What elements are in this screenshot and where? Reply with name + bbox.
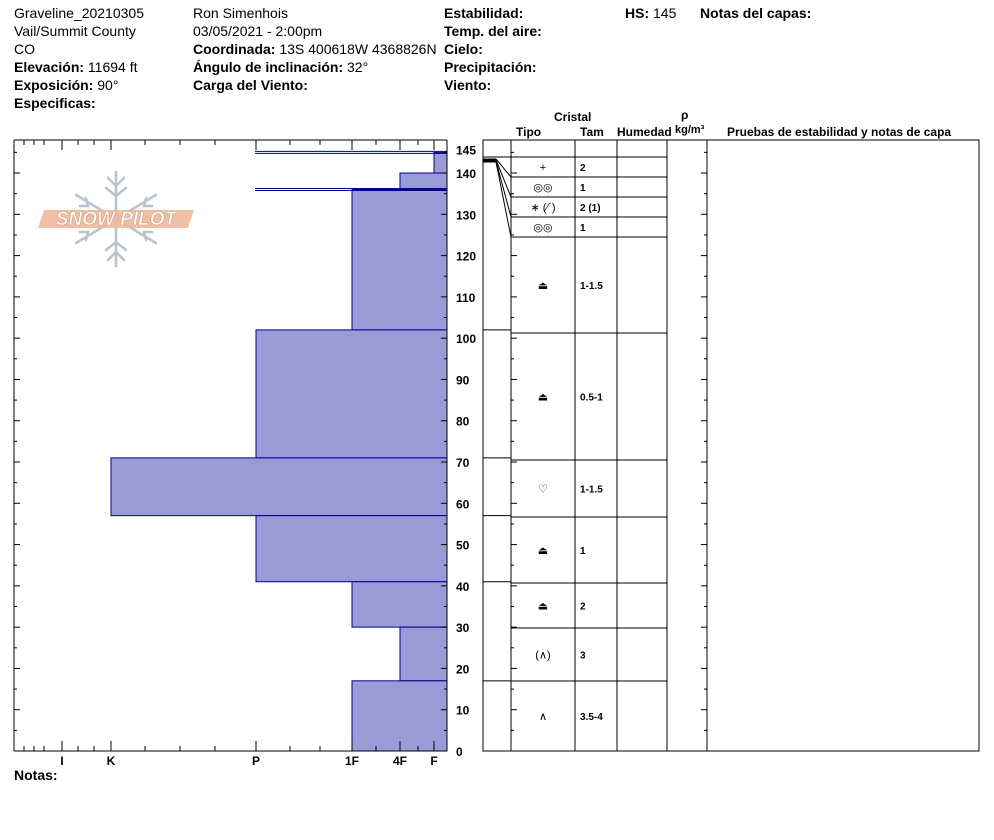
- hardness-bar-5: [255, 515, 448, 583]
- crystal-size-2: 2 (1): [580, 203, 601, 214]
- crystal-size-10: 3.5-4: [580, 712, 603, 723]
- crystal-size-6: 1-1.5: [580, 485, 603, 496]
- stability-label: Estabilidad:: [444, 5, 524, 21]
- moisture-header: Humedad: [617, 125, 672, 139]
- connector-b-4: [495, 161, 512, 238]
- height-label-40: 40: [456, 580, 470, 594]
- table-frame: [482, 139, 980, 752]
- height-label-0: 0: [456, 745, 463, 759]
- site-name: Graveline_20210305: [14, 5, 144, 21]
- crystal-header: Cristal: [554, 110, 592, 124]
- sky-label: Cielo:: [444, 41, 483, 57]
- wind-load-label: Carga del Viento:: [193, 77, 308, 93]
- coordinates-label: Coordinada:: [193, 41, 276, 57]
- exposure-label: Exposición:: [14, 77, 94, 93]
- height-label-110: 110: [456, 291, 476, 305]
- elevation-label: Elevación:: [14, 59, 85, 75]
- crystal-type-2: ∗ (⁄´): [530, 202, 555, 214]
- coordinates-value: 13S 400618W 4368826N: [279, 41, 437, 57]
- hs-value: 145: [653, 5, 677, 21]
- crystal-size-0: 2: [580, 163, 586, 174]
- height-label-80: 80: [456, 415, 470, 429]
- height-label-140: 140: [456, 167, 476, 181]
- height-label-50: 50: [456, 539, 470, 553]
- wind-label: Viento:: [444, 77, 492, 93]
- layer-notes-label: Notas del capas:: [700, 5, 812, 21]
- connector-b-2: [495, 159, 512, 198]
- hardness-label-I: I: [60, 754, 63, 768]
- snowpilot-logo: SNOW PILOT: [38, 170, 194, 268]
- hardness-label-4F: 4F: [393, 754, 407, 768]
- air-temp-label: Temp. del aire:: [444, 23, 542, 39]
- crystal-type-5: ⏏: [538, 392, 548, 404]
- exposure: Exposición: 90°: [14, 76, 118, 94]
- hardness-bar-8: [351, 680, 448, 752]
- height-label-130: 130: [456, 208, 476, 222]
- crystal-type-10: ∧: [539, 711, 547, 723]
- crystal-size-5: 0.5-1: [580, 393, 603, 404]
- precip-label: Precipitación:: [444, 59, 537, 75]
- crystal-type-1: ◎◎: [533, 182, 552, 194]
- hardness-bar-1: [399, 172, 448, 191]
- hardness-label-K: K: [107, 754, 116, 768]
- crystal-type-3: ◎◎: [533, 222, 552, 234]
- crystal-type-9: (∧): [535, 650, 550, 662]
- exposure-value: 90°: [97, 77, 119, 93]
- hardness-label-1F: 1F: [345, 754, 359, 768]
- height-label-60: 60: [456, 497, 470, 511]
- rho-header: ρ: [681, 108, 689, 122]
- crystal-size-9: 3: [580, 651, 586, 662]
- notes-label: Notas:: [14, 767, 58, 783]
- datetime: 03/05/2021 - 2:00pm: [193, 23, 323, 39]
- observer: Ron Simenhois: [193, 5, 288, 21]
- elevation-value: 11694 ft: [87, 59, 138, 75]
- crystal-size-8: 2: [580, 602, 586, 613]
- height-label-100: 100: [456, 332, 476, 346]
- hardness-bar-3: [255, 329, 448, 459]
- density-unit-header: kg/m³: [675, 124, 705, 136]
- crystal-type-4: ⏏: [538, 280, 548, 292]
- hardness-label-P: P: [252, 754, 260, 768]
- crystal-size-3: 1: [580, 223, 586, 234]
- logo-text: SNOW PILOT: [56, 209, 178, 230]
- hardness-bar-6: [351, 581, 448, 628]
- hardness-bar-0: [433, 151, 448, 174]
- height-label-90: 90: [456, 373, 470, 387]
- slope-angle-label: Ángulo de inclinación:: [193, 59, 344, 75]
- height-label-70: 70: [456, 456, 470, 470]
- height-label-30: 30: [456, 621, 470, 635]
- hardness-bar-7: [399, 626, 448, 682]
- crystal-size-4: 1-1.5: [580, 281, 603, 292]
- hardness-bar-4: [110, 457, 448, 517]
- slope-angle-value: 32°: [347, 59, 369, 75]
- snow-height: HS: 145: [625, 4, 676, 22]
- elevation: Elevación: 11694 ft: [14, 58, 137, 76]
- height-label-20: 20: [456, 662, 470, 676]
- height-label-10: 10: [456, 704, 470, 718]
- connector-b-1: [495, 158, 512, 178]
- hardness-label-F: F: [430, 754, 437, 768]
- crystal-type-0: +: [540, 162, 546, 174]
- state: CO: [14, 41, 35, 57]
- size-header: Tam: [580, 125, 604, 139]
- connector-b-3: [495, 160, 512, 218]
- crystal-type-6: ♡: [538, 484, 548, 496]
- location: Vail/Summit County: [14, 23, 136, 39]
- slope-angle: Ángulo de inclinación: 32°: [193, 58, 368, 76]
- hardness-bar-2: [351, 189, 448, 331]
- crystal-size-1: 1: [580, 183, 586, 194]
- specifics-label: Especificas:: [14, 95, 96, 111]
- crystal-size-7: 1: [580, 546, 586, 557]
- height-label-120: 120: [456, 250, 476, 264]
- tests-header: Pruebas de estabilidad y notas de capa: [727, 125, 952, 139]
- height-label-145: 145: [456, 143, 476, 157]
- crystal-type-7: ⏏: [538, 545, 548, 557]
- crystal-type-8: ⏏: [538, 601, 548, 613]
- hs-label: HS:: [625, 5, 650, 21]
- type-header: Tipo: [516, 125, 542, 139]
- coordinates: Coordinada: 13S 400618W 4368826N: [193, 40, 437, 58]
